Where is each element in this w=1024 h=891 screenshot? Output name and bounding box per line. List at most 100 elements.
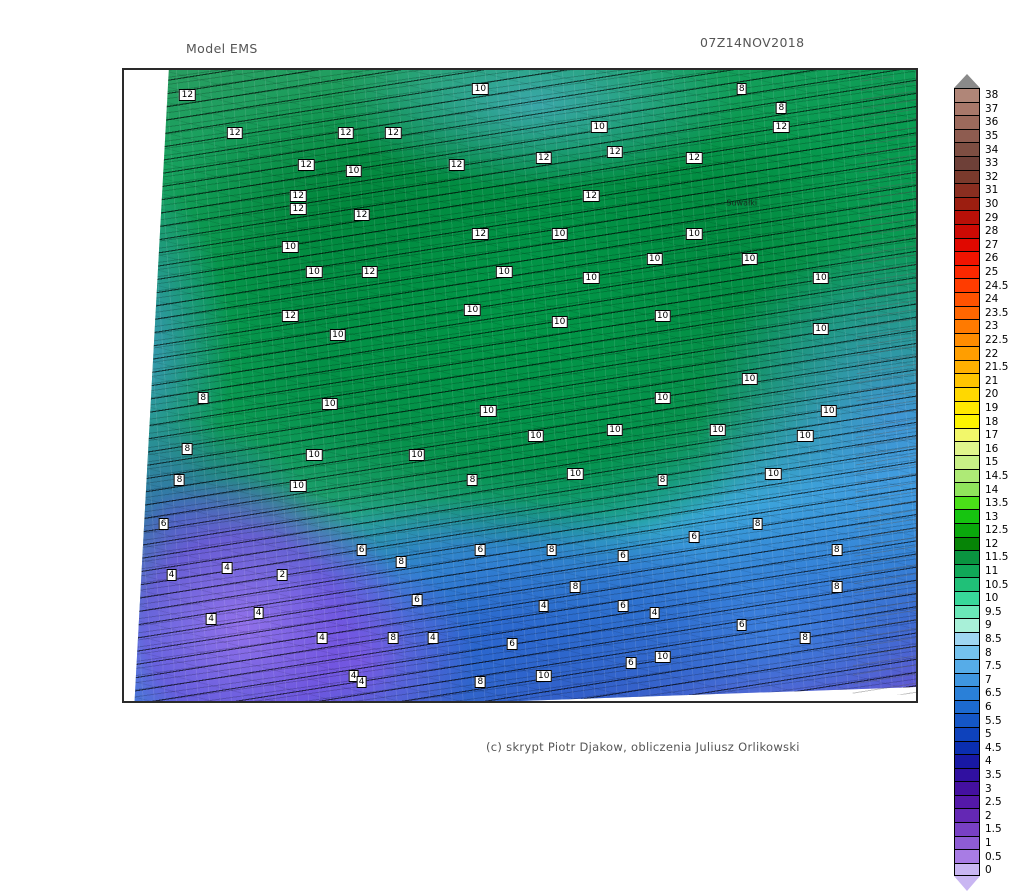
colorbar-swatch: 28 — [954, 223, 998, 238]
contour-label: 12 — [448, 158, 465, 171]
colorbar-under-cap — [954, 875, 980, 891]
contour-label: 12 — [535, 152, 552, 165]
domain-edge-dots — [852, 76, 916, 695]
contour-label: 10 — [329, 329, 347, 342]
colorbar-swatch: 5 — [954, 726, 992, 741]
contour-label: 12 — [179, 89, 196, 102]
contour-label: 8 — [467, 474, 478, 487]
contour-label: 6 — [475, 543, 486, 556]
credit-text: (c) skrypt Piotr Djakow, obliczenia Juli… — [486, 740, 800, 754]
contour-label: 10 — [654, 310, 671, 323]
colorbar-tick-label: 12.5 — [985, 524, 1009, 537]
colorbar-swatch: 34 — [954, 142, 998, 156]
contour-label: 6 — [625, 657, 637, 670]
contour-label: 8 — [570, 581, 581, 594]
colorbar-tick-label: 29 — [985, 211, 999, 224]
colorbar-tick-label: 3 — [985, 782, 992, 795]
model-domain — [133, 70, 916, 701]
contour-label: 6 — [617, 600, 629, 613]
contour-label: 10 — [495, 265, 513, 278]
colorbar-tick-label: 32 — [985, 170, 999, 183]
colorbar-tick-label: 30 — [985, 198, 999, 211]
colorbar-swatch: 18 — [954, 414, 998, 428]
colorbar-swatch: 26 — [954, 251, 998, 265]
contour-label: 12 — [297, 158, 315, 171]
contour-label: 12 — [472, 228, 489, 241]
colorbar-swatch: 25 — [954, 264, 998, 279]
colorbar-tick-label: 1.5 — [985, 823, 1002, 836]
colorbar-tick-label: 22 — [985, 347, 999, 360]
colorbar-tick-label: 2 — [985, 809, 992, 822]
contour-label: 10 — [290, 480, 307, 493]
colorbar-swatch: 13.5 — [954, 495, 1008, 510]
map-plot-frame[interactable]: 12 12 10 8 8 10 12 12 12 12 10 12 12 12 12 12 12 12 12 10 12… — [122, 68, 918, 703]
contour-label: 10 — [535, 669, 552, 682]
contour-label: 6 — [617, 549, 629, 562]
colorbar-swatch: 21.5 — [954, 359, 1008, 374]
colorbar-swatch: 3.5 — [954, 767, 1002, 782]
colorbar-swatch: 8 — [954, 645, 992, 659]
contour-label: 4 — [356, 676, 367, 689]
contour-label: 8 — [387, 631, 399, 644]
colorbar-swatch: 14 — [954, 482, 998, 496]
map-canvas: 12 12 10 8 8 10 12 12 12 12 10 12 12 12 12 12 12 12 12 10 12… — [124, 70, 916, 701]
contour-label: 10 — [305, 448, 323, 461]
contour-label: 10 — [527, 429, 545, 442]
colorbar-tick-label: 28 — [985, 225, 999, 238]
colorbar-swatch: 11.5 — [954, 550, 1008, 564]
colorbar-swatch: 38 — [954, 88, 998, 102]
contour-label: 12 — [282, 310, 299, 323]
contour-label: 12 — [583, 190, 600, 203]
colorbar[interactable]: 38 37 36 35 34 33 32 31 30 29 28 27 26 25 24.5 24 23.5 23… — [954, 88, 1008, 877]
colorbar-tick-label: 14.5 — [985, 469, 1009, 482]
colorbar-tick-label: 24.5 — [985, 279, 1009, 292]
colorbar-swatch: 22 — [954, 346, 998, 360]
colorbar-tick-label: 12 — [985, 537, 999, 550]
contour-label: 10 — [646, 253, 663, 266]
colorbar-tick-label: 36 — [985, 116, 999, 129]
contour-label: 10 — [741, 373, 758, 386]
colorbar-tick-label: 1 — [985, 836, 992, 849]
colorbar-tick-label: 24 — [985, 293, 999, 306]
colorbar-tick-label: 0 — [985, 863, 992, 876]
contour-label: 12 — [290, 190, 307, 203]
colorbar-swatch: 0.5 — [954, 849, 1002, 863]
colorbar-tick-label: 8 — [985, 646, 992, 659]
colorbar-swatch: 22.5 — [954, 332, 1008, 347]
colorbar-swatch: 4 — [954, 754, 992, 768]
colorbar-swatch: 11 — [954, 563, 998, 578]
colorbar-swatch: 7 — [954, 672, 992, 687]
colorbar-tick-label: 37 — [985, 102, 999, 115]
colorbar-tick-label: 11 — [985, 565, 999, 578]
colorbar-tick-label: 3.5 — [985, 768, 1002, 781]
colorbar-tick-label: 5 — [985, 728, 992, 741]
colorbar-swatch: 17 — [954, 427, 998, 442]
colorbar-swatch: 29 — [954, 210, 998, 224]
colorbar-swatch: 32 — [954, 169, 998, 184]
colorbar-swatch: 12.5 — [954, 523, 1008, 537]
contour-label: 10 — [606, 423, 624, 436]
contour-label: 6 — [506, 638, 518, 651]
wind-barbs-layer — [133, 70, 916, 701]
contour-label: 8 — [831, 543, 843, 556]
colorbar-swatch: 3 — [954, 781, 992, 795]
contour-label: 12 — [773, 120, 790, 133]
contour-label: 4 — [205, 612, 217, 625]
colorbar-swatch: 36 — [954, 115, 998, 129]
colorbar-tick-label: 10 — [985, 592, 999, 605]
colorbar-tick-label: 18 — [985, 415, 999, 428]
contour-label: 10 — [551, 228, 568, 241]
colorbar-tick-label: 15 — [985, 456, 999, 469]
contour-label: 10 — [472, 82, 489, 95]
contour-label: 10 — [305, 265, 323, 278]
contour-label: 8 — [546, 543, 558, 556]
colorbar-swatch: 21 — [954, 373, 998, 388]
contour-label: 8 — [736, 82, 748, 95]
colorbar-tick-label: 8.5 — [985, 633, 1002, 646]
colorbar-tick-label: 23 — [985, 320, 999, 333]
colorbar-tick-label: 35 — [985, 130, 999, 143]
contour-label: 2 — [277, 568, 288, 581]
contour-label: 6 — [688, 530, 700, 543]
colorbar-swatch: 13 — [954, 509, 998, 523]
colorbar-swatch: 23 — [954, 319, 998, 333]
